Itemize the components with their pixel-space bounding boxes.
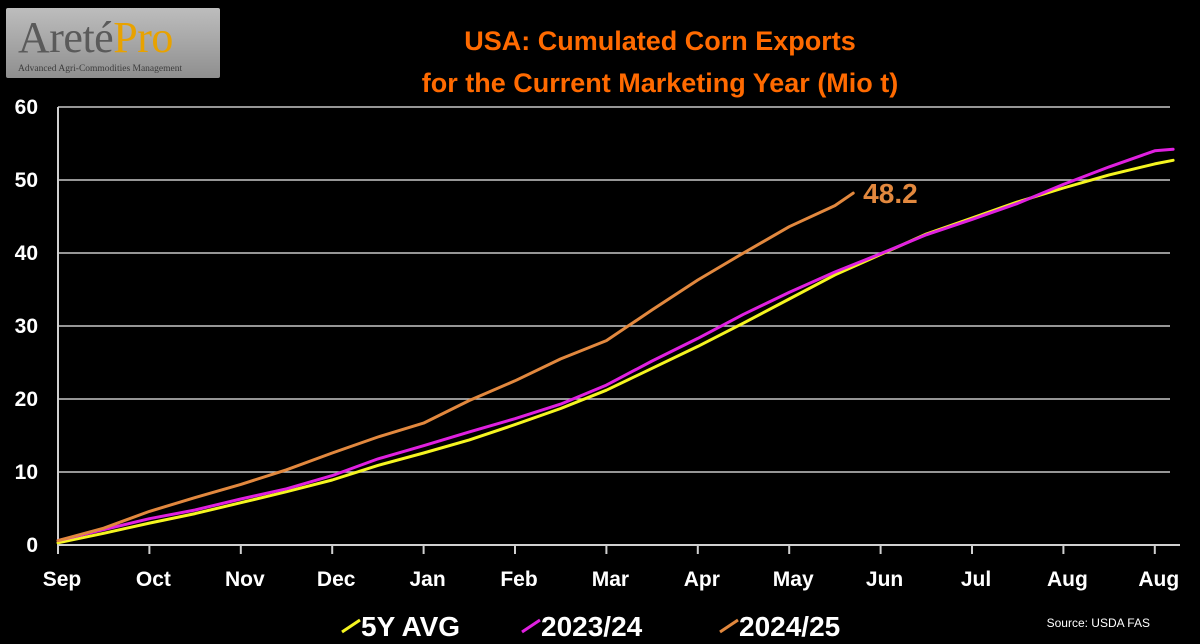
series-line-2	[56, 191, 855, 543]
series-lines	[56, 147, 1175, 545]
chart-title-line-2: for the Current Marketing Year (Mio t)	[421, 68, 899, 98]
x-tick-label: Dec	[317, 568, 356, 591]
chart-title-line-1: USA: Cumulated Corn Exports	[464, 26, 856, 56]
x-tick-label: Aug	[1047, 568, 1088, 591]
y-tick-label: 0	[26, 534, 38, 557]
y-tick-label: 50	[15, 169, 38, 192]
x-tick-label: Aug	[1138, 568, 1179, 591]
x-tick-label: Apr	[684, 568, 720, 591]
legend-swatch-2	[719, 618, 739, 634]
y-tick-label: 10	[15, 461, 38, 484]
logo-wordmark: AretéPro	[18, 14, 173, 62]
y-tick-label: 40	[15, 242, 38, 265]
source-note: Source: USDA FAS	[1046, 616, 1150, 630]
y-tick-label: 60	[15, 96, 38, 119]
arete-pro-logo: AretéPro Advanced Agri-Commodities Manag…	[6, 8, 220, 78]
legend: 5Y AVG 2023/24 2024/25	[341, 611, 840, 642]
logo-tagline: Advanced Agri-Commodities Management	[18, 64, 183, 74]
x-tick-label: Feb	[500, 568, 537, 591]
legend-label-0: 5Y AVG	[361, 611, 460, 642]
x-axis: Sep Oct Nov Dec Jan Feb Mar Apr May Jun Jul Aug Aug	[43, 544, 1180, 591]
x-tick-label: Nov	[225, 568, 265, 591]
x-tick-label: Jan	[410, 568, 446, 591]
y-tick-label: 30	[15, 315, 38, 338]
x-tick-label: May	[773, 568, 814, 591]
x-tick-label: Jul	[961, 568, 991, 591]
x-tick-label: Jun	[866, 568, 903, 591]
annotations: 48.2	[863, 178, 918, 209]
y-axis: 0 10 20 30 40 50 60	[15, 96, 59, 557]
x-tick-label: Sep	[43, 568, 82, 591]
logo-brand-pro: Pro	[113, 13, 173, 62]
series-line-0	[56, 158, 1175, 545]
logo-brand-arete: Areté	[18, 13, 114, 62]
series-line-1	[56, 147, 1175, 543]
legend-label-1: 2023/24	[541, 611, 643, 642]
y-tick-label: 20	[15, 388, 38, 411]
legend-swatch-0	[341, 618, 361, 634]
legend-swatch-1	[521, 618, 541, 634]
end-value-label: 48.2	[863, 178, 918, 209]
x-tick-label: Oct	[136, 568, 171, 591]
x-tick-label: Mar	[592, 568, 629, 591]
legend-label-2: 2024/25	[739, 611, 840, 642]
gridlines	[58, 106, 1170, 546]
